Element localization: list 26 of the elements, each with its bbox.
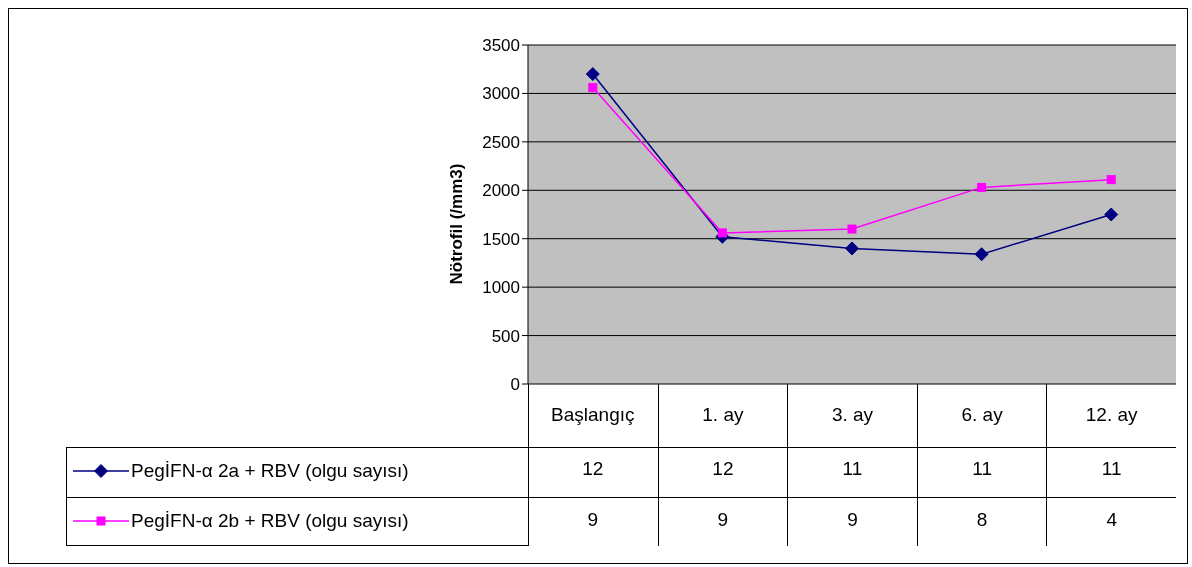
y-tick-label: 1500 <box>482 229 520 249</box>
x-tick-label: Başlangıç <box>550 404 636 426</box>
y-tick-label: 3000 <box>482 84 520 104</box>
text: 9 <box>716 509 730 531</box>
text: 8 <box>975 509 989 531</box>
text: 9 <box>846 509 859 531</box>
x-tick-label: 12. ay <box>1084 404 1139 426</box>
text: 12 <box>711 458 735 480</box>
legend-label: PegİFN-α 2b + RBV (olgu sayısı) <box>131 510 409 532</box>
x-tick-label: 3. ay <box>830 404 875 426</box>
text: 9 <box>586 509 600 531</box>
text: 12 <box>581 458 605 480</box>
text: 11 <box>971 458 993 480</box>
y-tick-label: 2000 <box>482 181 520 201</box>
text: 4 <box>1105 509 1118 531</box>
x-tick-label: 6. ay <box>960 404 1004 426</box>
y-tick-label: 1000 <box>482 278 520 298</box>
x-tick-label: 1. ay <box>701 404 745 426</box>
text: 11 <box>841 458 864 480</box>
text: 11 <box>1100 458 1123 480</box>
y-axis-title: Nötrofil (/mm3) <box>447 163 467 285</box>
y-tick-label: 2500 <box>482 132 520 152</box>
y-tick-label: 3500 <box>482 36 520 56</box>
y-tick-label: 500 <box>491 326 520 346</box>
y-tick-label: 0 <box>510 375 520 395</box>
legend-label: PegİFN-α 2a + RBV (olgu sayısı) <box>131 460 409 482</box>
